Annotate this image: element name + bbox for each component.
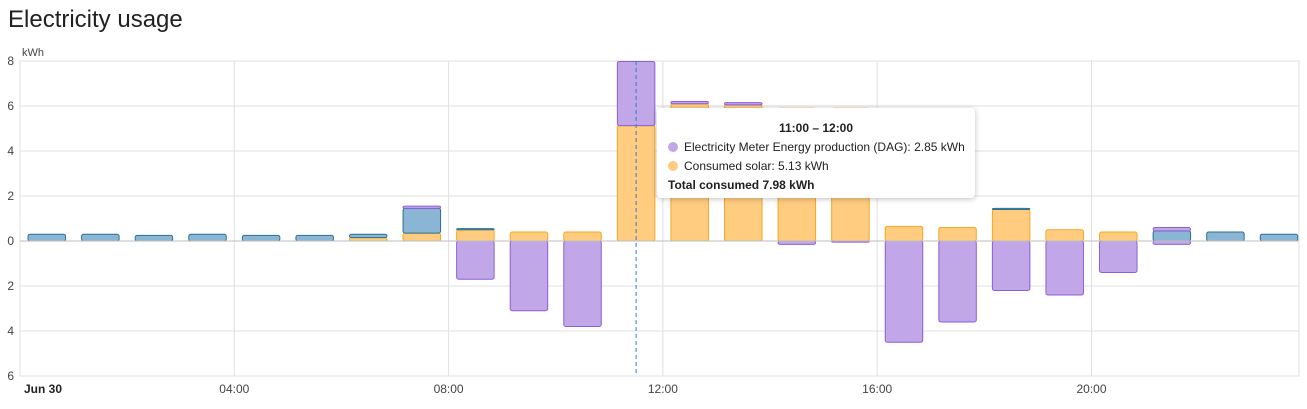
- tooltip-row-text: Electricity Meter Energy production (DAG…: [684, 140, 965, 154]
- bar-grid: [188, 233, 227, 242]
- bar-grid: [1206, 231, 1245, 242]
- bar-grid: [241, 234, 281, 242]
- bar-grid: [402, 207, 442, 234]
- bar-return: [991, 240, 1031, 291]
- x-tick-label: 16:00: [862, 382, 892, 396]
- x-tick-label: 20:00: [1076, 382, 1106, 396]
- bar-production: [724, 102, 763, 106]
- y-unit-label: kWh: [22, 47, 44, 59]
- bar-consumed_solar: [1099, 231, 1138, 242]
- bar-consumed_solar: [456, 229, 495, 242]
- y-tick-label: 6: [7, 369, 14, 383]
- bar-consumed_solar: [1045, 229, 1084, 242]
- y-tick-label: 4: [7, 144, 14, 158]
- tooltip-row-production: Electricity Meter Energy production (DAG…: [668, 140, 975, 154]
- tooltip-title: 11:00 – 12:00: [778, 121, 854, 135]
- tooltip-total: Total consumed 7.98 kWh: [668, 178, 815, 192]
- bar-consumed_solar: [348, 237, 388, 242]
- y-tick-label: 4: [7, 324, 14, 338]
- card-title: Electricity usage: [8, 6, 183, 33]
- y-tick-label: 6: [7, 99, 14, 113]
- y-tick-label: 8: [7, 54, 14, 68]
- bar-grid: [348, 233, 388, 239]
- tooltip-row-solar: Consumed solar: 5.13 kWh: [668, 159, 975, 173]
- y-tick-label: 2: [7, 189, 14, 203]
- bar-consumed_solar: [563, 231, 602, 242]
- bar-return: [938, 240, 977, 323]
- tooltip-row-text: Consumed solar: 5.13 kWh: [684, 159, 829, 173]
- bar-consumed_solar: [509, 231, 549, 242]
- bar-return: [777, 240, 817, 245]
- chart-tooltip: 11:00 – 12:00 Electricity Meter Energy p…: [657, 108, 975, 198]
- x-tick-label: 04:00: [219, 382, 249, 396]
- bar-consumed_solar: [938, 227, 977, 242]
- x-tick-label: 12:00: [648, 382, 678, 396]
- bar-production: [1152, 227, 1192, 232]
- bar-consumed_solar: [884, 225, 924, 242]
- bar-consumed_solar: [991, 209, 1031, 242]
- bar-return: [1152, 240, 1192, 245]
- bar-grid: [1259, 233, 1299, 242]
- bar-return: [1045, 240, 1084, 296]
- bar-grid: [991, 207, 1031, 210]
- bar-grid: [456, 228, 495, 231]
- solar-legend-dot: [668, 161, 678, 171]
- bar-return: [563, 240, 602, 327]
- bar-consumed_solar: [402, 232, 442, 242]
- production-legend-dot: [668, 142, 678, 152]
- bar-return: [884, 240, 924, 343]
- bar-grid: [81, 233, 120, 242]
- bar-grid: [295, 234, 334, 242]
- bar-return: [509, 240, 549, 312]
- bar-grid: [27, 233, 67, 242]
- bar-return: [456, 240, 495, 280]
- bar-return: [1099, 240, 1138, 273]
- x-tick-label: Jun 30: [24, 382, 62, 396]
- bar-grid: [1152, 230, 1192, 242]
- bar-grid: [134, 234, 174, 242]
- y-tick-label: 0: [7, 234, 14, 248]
- bar-production: [670, 101, 709, 105]
- x-tick-label: 08:00: [434, 382, 464, 396]
- y-tick-label: 2: [7, 279, 14, 293]
- bar-production: [402, 205, 442, 209]
